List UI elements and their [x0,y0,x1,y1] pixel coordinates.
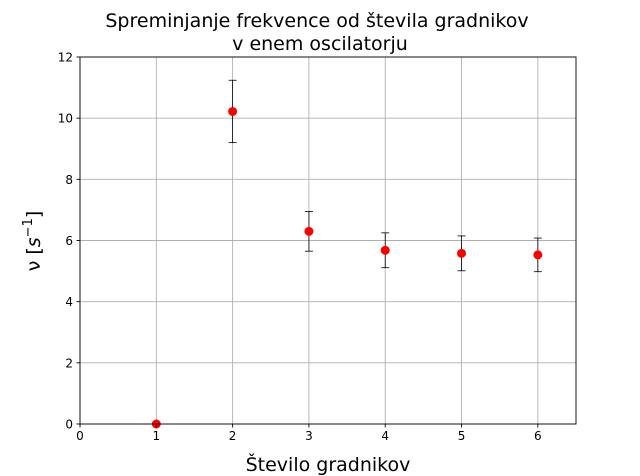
data-point [533,250,543,260]
data-point [304,226,314,236]
y-tick-label: 0 [65,418,73,432]
data-point [228,106,238,116]
data-point [457,248,467,258]
y-tick-label: 10 [58,112,73,126]
x-tick-label: 4 [381,429,389,443]
x-tick-label: 0 [76,429,84,443]
grid-lines [79,56,576,425]
y-tick-label: 12 [58,51,73,65]
y-axis-label-symbol: ν [23,261,45,272]
y-axis-label: ν [s−1] [21,211,45,272]
y-tick-label: 6 [65,234,73,248]
x-tick-label: 5 [458,429,466,443]
y-axis-label-unit: s [23,237,45,247]
x-axis-label: Število gradnikov [246,452,411,476]
y-axis-label-bracket-close: ] [23,211,45,218]
y-tick-label: 2 [65,356,73,370]
x-tick-label: 2 [229,429,237,443]
x-tick-label: 3 [305,429,313,443]
x-tick-label: 1 [152,429,160,443]
y-axis-label-bracket-open: [ [23,247,45,254]
chart-title-line2: v enem oscilatorju [232,33,408,55]
y-axis-label-exponent: −1 [21,218,36,237]
data-points [151,106,543,429]
x-tick-label: 6 [534,429,542,443]
y-tick-label: 8 [65,173,73,187]
data-point [380,245,390,255]
y-tick-label: 4 [65,295,73,309]
chart-title-line1: Spreminjanje frekvence od števila gradni… [105,10,528,32]
